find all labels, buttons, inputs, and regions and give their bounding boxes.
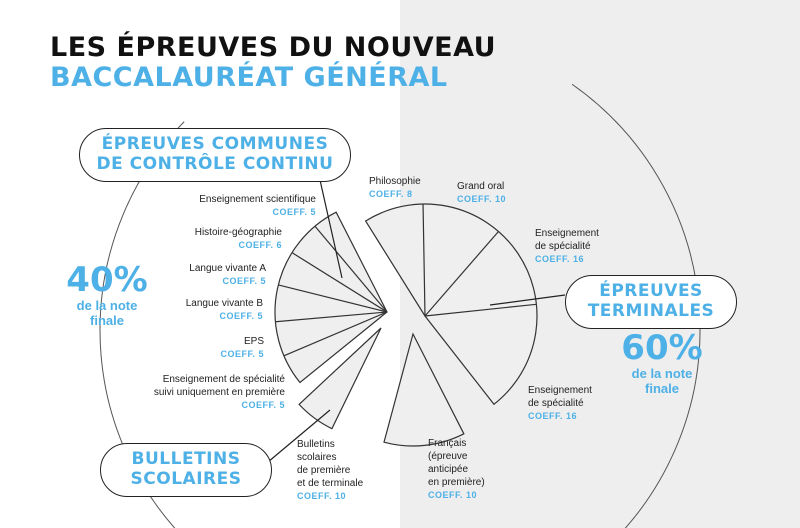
right-item-1-coef: COEFF. 8 [369, 189, 413, 199]
share-left-value: 40% [66, 260, 148, 300]
left-item-4-text-1: Langue vivante B [185, 298, 263, 309]
controle-continu-pill: ÉPREUVES COMMUNES DE CONTRÔLE CONTINU [79, 128, 351, 182]
right-item-2: Grand oral COEFF. 10 [457, 180, 506, 206]
right-item-5-text-4: en première) [428, 477, 485, 488]
controle-divider-5 [283, 311, 388, 357]
controle-divider-1 [314, 225, 388, 313]
left-item-2: Histoire-géographie COEFF. 6 [195, 226, 282, 252]
bulletins-line1: BULLETINS [131, 449, 241, 470]
left-item-5-coef: COEFF. 5 [220, 349, 264, 359]
left-item-6: Enseignement de spécialité suivi uniqueme… [154, 373, 285, 412]
left-item-4-coef: COEFF. 5 [219, 311, 263, 321]
right-item-4-text-2: de spécialité [528, 398, 584, 409]
terminales-main-sector [364, 203, 538, 406]
connector-controle-continu [319, 179, 343, 279]
title-line-2: BACCALAURÉAT GÉNÉRAL [50, 62, 448, 93]
connector-terminales [489, 294, 566, 306]
connector-bulletins [267, 409, 331, 463]
right-item-5-coef: COEFF. 10 [428, 490, 478, 500]
right-item-3: Enseignement de spécialité COEFF. 16 [535, 227, 599, 266]
left-item-4: Langue vivante B COEFF. 5 [186, 297, 263, 323]
right-item-4-coef: COEFF. 16 [528, 411, 578, 421]
right-item-3-text-2: de spécialité [535, 241, 591, 252]
right-item-4-text-1: Enseignement [528, 385, 592, 396]
bulletins-sector [298, 327, 382, 430]
share-right-line2: finale [645, 381, 679, 396]
left-item-5-text-1: EPS [243, 336, 264, 347]
terminales-line1: ÉPREUVES [599, 281, 703, 302]
right-item-2-coef: COEFF. 10 [457, 194, 507, 204]
bulletins-item: Bulletins scolaires de première et de termi… [297, 438, 363, 503]
terminales-divider-1 [422, 204, 426, 317]
share-right-value: 60% [621, 328, 703, 368]
bulletins-item-text-4: et de terminale [297, 478, 364, 489]
left-item-2-coef: COEFF. 6 [238, 240, 282, 250]
left-item-6-text-1: Enseignement de spécialité [162, 374, 285, 385]
right-item-1-text-1: Philosophie [369, 176, 421, 187]
right-item-5-text-3: anticipée [428, 464, 469, 475]
left-item-3-text-1: Langue vivante A [189, 263, 266, 274]
share-left-line1: de la note [76, 298, 138, 313]
left-item-1-coef: COEFF. 5 [272, 207, 316, 217]
right-item-3-coef: COEFF. 16 [535, 254, 585, 264]
right-item-2-text-1: Grand oral [457, 181, 505, 192]
right-item-5-text-2: (épreuve [428, 451, 468, 462]
terminales-divider-2 [424, 231, 499, 317]
controle-continu-sector [274, 211, 388, 384]
left-item-6-text-2: suivi uniquement en première [153, 387, 285, 398]
bulletins-pill: BULLETINS SCOLAIRES [100, 443, 272, 497]
controle-divider-3 [278, 284, 388, 313]
left-item-1: Enseignement scientifique COEFF. 5 [199, 193, 316, 219]
terminales-line2: TERMINALES [587, 301, 715, 321]
controle-continu-line1: ÉPREUVES COMMUNES [101, 134, 329, 155]
right-item-1: Philosophie COEFF. 8 [369, 175, 421, 201]
terminales-pill: ÉPREUVES TERMINALES [565, 275, 737, 329]
controle-divider-4 [275, 311, 388, 323]
terminales-divider-3 [424, 303, 537, 317]
share-left-line2: finale [90, 313, 124, 328]
left-item-6-coef: COEFF. 5 [241, 400, 285, 410]
left-item-5: EPS COEFF. 5 [220, 335, 264, 361]
bulletins-item-text-3: de première [297, 465, 351, 476]
francais-sector [383, 332, 465, 447]
bulletins-item-text-1: Bulletins [297, 439, 335, 450]
left-item-3-coef: COEFF. 5 [222, 276, 266, 286]
right-item-3-text-1: Enseignement [535, 228, 599, 239]
share-right: 60% de la note finale [617, 330, 707, 396]
bulletins-item-coef: COEFF. 10 [297, 491, 347, 501]
right-item-5: Français (épreuve anticipée en première) COE… [428, 437, 485, 502]
right-item-4: Enseignement de spécialité COEFF. 16 [528, 384, 592, 423]
left-item-3: Langue vivante A COEFF. 5 [189, 262, 266, 288]
bulletins-line2: SCOLAIRES [130, 469, 242, 489]
share-left: 40% de la note finale [62, 262, 152, 328]
left-item-2-text-1: Histoire-géographie [194, 227, 282, 238]
title-line-1: LES ÉPREUVES DU NOUVEAU [50, 32, 497, 63]
right-item-5-text-1: Français [428, 438, 467, 449]
left-item-1-text-1: Enseignement scientifique [199, 194, 316, 205]
share-right-line1: de la note [631, 366, 693, 381]
bulletins-item-text-2: scolaires [297, 452, 337, 463]
controle-continu-line2: DE CONTRÔLE CONTINU [96, 154, 334, 174]
controle-divider-2 [291, 252, 388, 313]
